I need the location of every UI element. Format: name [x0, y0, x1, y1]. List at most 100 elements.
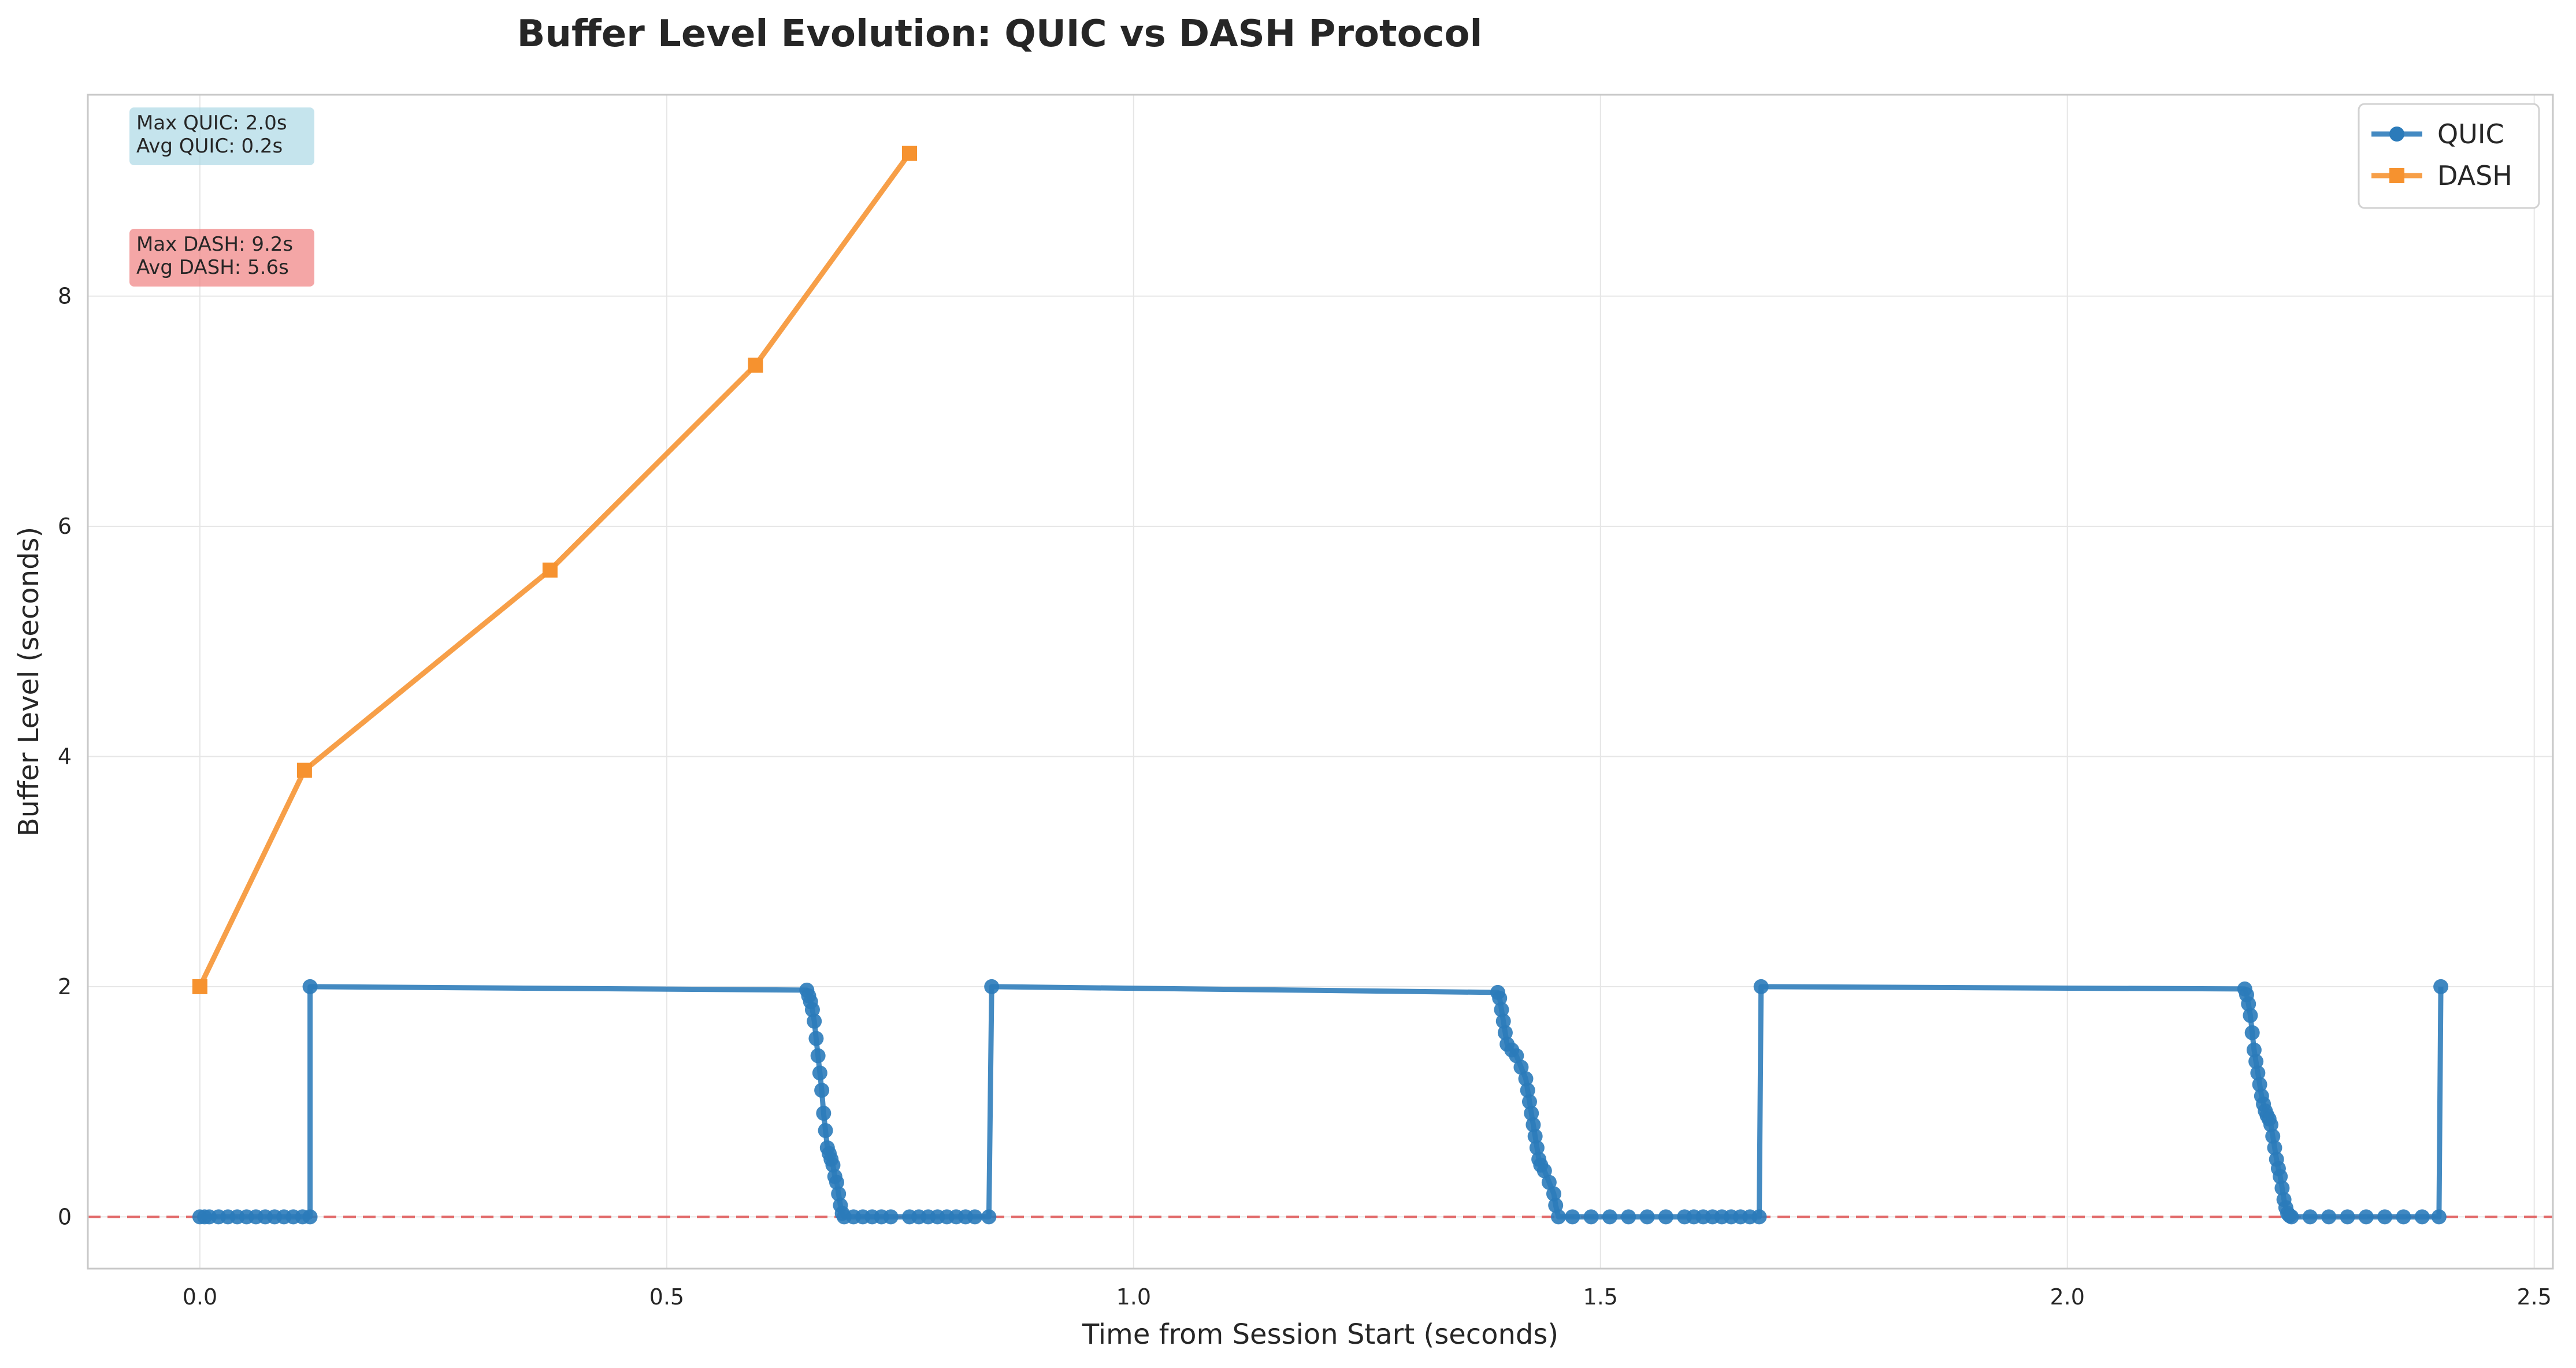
quic-point [2244, 1025, 2260, 1040]
quic-point [1541, 1174, 1557, 1190]
quic-point [2252, 1077, 2267, 1092]
legend-dash-label: DASH [2437, 160, 2512, 191]
quic-point [1494, 1002, 1509, 1017]
quic-point [831, 1186, 847, 1202]
y-tick-label: 0 [58, 1204, 72, 1229]
quic-point [967, 1209, 983, 1225]
dash-series [192, 146, 917, 994]
quic-point [1518, 1071, 1534, 1087]
annotation-background [129, 107, 314, 165]
quic-point [1639, 1209, 1655, 1225]
quic-point [1492, 990, 1508, 1006]
quic-point [808, 1031, 824, 1046]
x-tick-label: 1.5 [1583, 1284, 1618, 1310]
quic-point [2267, 1140, 2282, 1155]
x-tick-label: 1.0 [1116, 1284, 1151, 1310]
quic-point [818, 1122, 833, 1138]
quic-point [2274, 1180, 2290, 1196]
quic-point [1602, 1209, 1617, 1225]
dash-point [192, 979, 207, 994]
legend-dash-marker [2389, 168, 2404, 183]
quic-point [2243, 1008, 2258, 1023]
quic-point [2284, 1209, 2299, 1225]
quic-point [2265, 1128, 2281, 1144]
quic-point [1548, 1198, 1564, 1213]
quic-point [2302, 1209, 2318, 1225]
quic-point [2321, 1209, 2337, 1225]
annotation-text: Max QUIC: 2.0s [136, 111, 287, 135]
quic-point [2248, 1054, 2264, 1069]
dash-point [902, 146, 917, 161]
tick-labels: 0.0 0.5 1.0 1.5 2.0 2.5 0 2 4 6 8 [58, 284, 2552, 1310]
x-tick-label: 0.5 [649, 1284, 684, 1310]
quic-point [810, 1048, 826, 1064]
legend: QUIC DASH [2358, 103, 2540, 209]
quic-point [302, 979, 318, 994]
plot-frame [87, 94, 2554, 1270]
quic-point [2250, 1065, 2266, 1081]
quic-point [1753, 979, 1769, 994]
quic-point [816, 1106, 832, 1121]
quic-point [829, 1174, 844, 1190]
quic-point [812, 1065, 827, 1081]
quic-point [807, 1013, 822, 1029]
legend-quic-marker [2389, 127, 2404, 142]
quic-point [1546, 1186, 1561, 1202]
quic-point [1524, 1106, 1539, 1121]
y-tick-label: 4 [58, 744, 72, 769]
quic-point [2431, 1209, 2447, 1225]
annotation-text: Max DASH: 9.2s [136, 233, 293, 256]
quic-point [2241, 996, 2256, 1012]
quic-point [2433, 979, 2449, 994]
quic-series [192, 979, 2449, 1225]
dash-point [748, 358, 763, 373]
quic-point [1513, 1060, 1529, 1075]
quic-point [804, 1002, 820, 1017]
quic-point [1621, 1209, 1636, 1225]
quic-point [2414, 1209, 2430, 1225]
quic-point [1495, 1013, 1511, 1029]
quic-point [2273, 1169, 2288, 1184]
quic-point [2396, 1209, 2411, 1225]
quic-point [1521, 1094, 1537, 1110]
annotation-text: Avg DASH: 5.6s [136, 256, 289, 279]
quic-point [1583, 1209, 1599, 1225]
annotation-text: Avg QUIC: 0.2s [136, 135, 283, 158]
annotation-background [129, 229, 314, 287]
dash-point [296, 763, 312, 778]
quic-point [1536, 1163, 1552, 1179]
plot-background [88, 95, 2553, 1269]
quic-point [1658, 1209, 1673, 1225]
quic-point [2246, 1042, 2262, 1058]
quic-point [1551, 1209, 1567, 1225]
quic-point [883, 1209, 899, 1225]
quic-point [1527, 1128, 1543, 1144]
y-tick-label: 2 [58, 974, 72, 999]
x-tick-label: 0.0 [183, 1284, 217, 1310]
quic-point [814, 1083, 830, 1098]
x-tick-label: 2.0 [2050, 1284, 2085, 1310]
quic-point [984, 979, 1000, 994]
quic-point [302, 1209, 318, 1225]
quic-point [1565, 1209, 1580, 1225]
quic-point [1509, 1048, 1524, 1064]
quic-point [2263, 1117, 2278, 1132]
legend-quic-label: QUIC [2437, 118, 2504, 150]
x-tick-label: 2.5 [2516, 1284, 2551, 1310]
grid [88, 95, 2553, 1269]
y-axis-label: Buffer Level (seconds) [13, 527, 45, 837]
quic-point [825, 1157, 841, 1173]
quic-point [2340, 1209, 2355, 1225]
quic-point [1520, 1083, 1535, 1098]
series-layer [192, 146, 2449, 1225]
dash-point [542, 562, 558, 578]
x-axis-label: Time from Session Start (seconds) [1082, 1318, 1558, 1351]
quic-point [2358, 1209, 2374, 1225]
chart-title: Buffer Level Evolution: QUIC vs DASH Pro… [517, 13, 1483, 55]
quic-point [1497, 1025, 1513, 1040]
